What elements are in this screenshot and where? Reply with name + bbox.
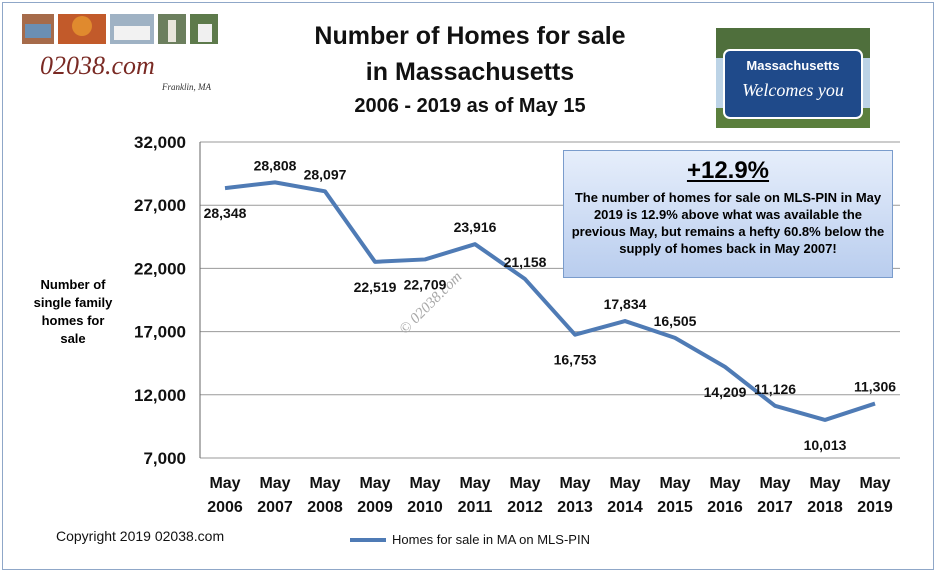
x-tick-label-month: May xyxy=(259,475,290,492)
chart-title-line1: Number of Homes for sale xyxy=(314,22,626,50)
x-tick-label-month: May xyxy=(459,475,490,492)
x-tick-label-month: May xyxy=(659,475,690,492)
y-tick-label: 17,000 xyxy=(134,323,186,342)
legend-swatch xyxy=(350,537,386,542)
x-tick-label-month: May xyxy=(809,475,840,492)
data-label: 28,808 xyxy=(254,157,297,173)
annotation-body: The number of homes for sale on MLS-PIN … xyxy=(571,190,885,256)
y-tick-label: 22,000 xyxy=(134,259,186,278)
sign-line1: Massachusetts xyxy=(746,58,839,73)
x-tick-label-year: 2012 xyxy=(507,499,543,516)
legend-label: Homes for sale in MA on MLS-PIN xyxy=(392,532,590,547)
series-line xyxy=(224,180,876,422)
logo-site-text: 02038.com xyxy=(40,51,155,80)
x-tick-label-month: May xyxy=(759,475,790,492)
copyright-text: Copyright 2019 02038.com xyxy=(56,528,225,544)
x-tick-label-month: May xyxy=(359,475,390,492)
data-label: 10,013 xyxy=(804,437,847,453)
x-tick-label-month: May xyxy=(409,475,440,492)
x-tick-label-year: 2006 xyxy=(207,499,243,516)
x-tick-label-month: May xyxy=(209,475,240,492)
x-tick-label-year: 2014 xyxy=(607,499,643,516)
x-tick-label-year: 2016 xyxy=(707,499,743,516)
x-tick-label-month: May xyxy=(309,475,340,492)
x-tick-label-year: 2011 xyxy=(458,499,493,516)
x-tick-label-month: May xyxy=(709,475,740,492)
data-label: 11,126 xyxy=(754,381,796,397)
data-label: 28,097 xyxy=(304,166,347,182)
x-tick-label-year: 2007 xyxy=(257,499,293,516)
massachusetts-welcome-sign: Massachusetts Welcomes you xyxy=(716,28,870,128)
y-axis-label: Number of single family homes for sale xyxy=(33,277,113,346)
series xyxy=(224,180,876,422)
annotation-headline: +12.9% xyxy=(686,157,770,184)
y-tick-label: 32,000 xyxy=(134,133,186,152)
data-label: 14,209 xyxy=(704,384,747,400)
x-tick-label-year: 2010 xyxy=(407,499,443,516)
y-tick-labels: 7,000 12,000 17,000 22,000 27,000 32,000 xyxy=(134,133,186,468)
x-tick-label-year: 2018 xyxy=(807,499,843,516)
x-tick-label-month: May xyxy=(609,475,640,492)
data-label: 16,505 xyxy=(654,313,697,329)
x-tick-label-year: 2017 xyxy=(757,499,793,516)
x-tick-label-year: 2015 xyxy=(657,499,693,516)
x-tick-label-month: May xyxy=(559,475,590,492)
sign-line2: Welcomes you xyxy=(742,80,844,100)
x-tick-label-year: 2019 xyxy=(857,499,893,516)
annotation-box: +12.9% The number of homes for sale on M… xyxy=(563,150,893,278)
x-tick-label-month: May xyxy=(509,475,540,492)
y-tick-label: 7,000 xyxy=(143,449,186,468)
data-labels: 28,348 28,808 28,097 22,519 22,709 23,916 21,1… xyxy=(204,157,897,453)
x-tick-label-year: 2008 xyxy=(307,499,343,516)
chart-title-line2: in Massachusetts xyxy=(365,58,575,86)
site-logo: 02038.com Franklin, MA xyxy=(22,14,252,96)
legend: Homes for sale in MA on MLS-PIN xyxy=(350,532,590,547)
x-tick-label-year: 2013 xyxy=(557,499,593,516)
x-tick-labels: May 2006 May 2007 May 2008 May 2009 May 2010 May 20… xyxy=(207,475,893,516)
data-label: 23,916 xyxy=(454,219,497,235)
data-label: 22,709 xyxy=(404,276,447,292)
data-label: 28,348 xyxy=(204,205,247,221)
logo-town-text: Franklin, MA xyxy=(161,82,211,92)
data-label: 21,158 xyxy=(504,254,547,270)
data-label: 17,834 xyxy=(604,296,647,312)
x-tick-label-year: 2009 xyxy=(357,499,393,516)
y-tick-label: 12,000 xyxy=(134,386,186,405)
y-tick-label: 27,000 xyxy=(134,196,186,215)
data-label: 11,306 xyxy=(854,379,896,395)
chart-subtitle: 2006 - 2019 as of May 15 xyxy=(354,95,586,117)
x-tick-label-month: May xyxy=(859,475,890,492)
data-label: 16,753 xyxy=(554,352,597,368)
data-label: 22,519 xyxy=(354,279,397,295)
